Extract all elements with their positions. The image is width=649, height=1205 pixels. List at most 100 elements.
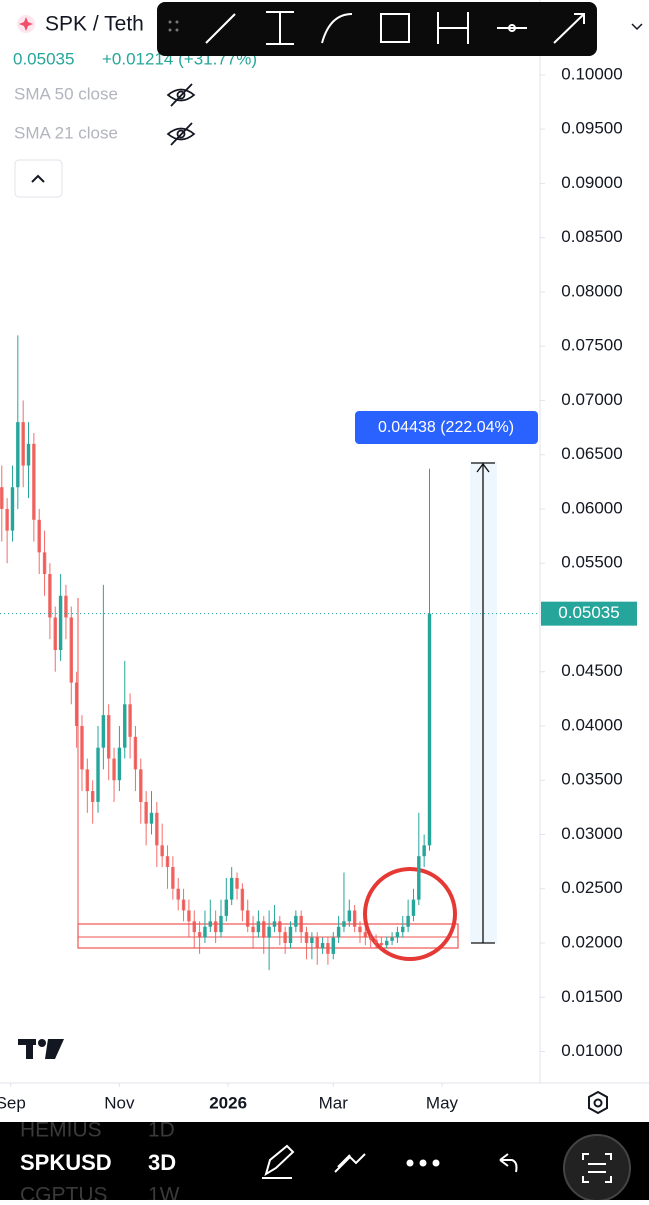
candle-body (219, 915, 223, 933)
y-tick-label: 0.03500 (561, 770, 622, 789)
collapse-button[interactable] (14, 159, 63, 198)
logo (18, 1039, 64, 1059)
candle-body (299, 915, 303, 933)
candle-body (176, 888, 180, 900)
candle-body (133, 736, 138, 770)
symbol-title: SPK / Teth (45, 13, 144, 36)
candle-body (411, 899, 416, 916)
candle-body (26, 443, 31, 466)
candle-body (320, 943, 325, 949)
drawing-toolbar (157, 2, 597, 56)
candle-body (187, 910, 191, 922)
candle-body (256, 921, 261, 933)
candle-body (53, 617, 57, 651)
candle-body (294, 915, 298, 927)
y-tick-label: 0.04000 (561, 715, 622, 734)
candle-body (262, 921, 266, 938)
candle-body (342, 921, 346, 927)
y-tick-label: 0.01000 (561, 1041, 622, 1060)
candle-body (0, 487, 4, 509)
plot-area (0, 335, 540, 971)
candle-body (5, 508, 9, 531)
candle-body (385, 940, 389, 946)
candle-body (352, 910, 357, 927)
candle-body (171, 867, 175, 889)
measure-arrow (476, 462, 490, 473)
candle-body (224, 899, 229, 916)
candle-body (213, 921, 218, 933)
last-price: 0.05035 (13, 49, 74, 68)
candle-body (149, 812, 154, 824)
candle-body (336, 926, 341, 938)
candle-body (363, 932, 368, 938)
candle-body (240, 888, 245, 911)
symbol-button[interactable]: SPKUSD (20, 1150, 112, 1175)
candle-body (32, 443, 36, 520)
watchlist-symbol[interactable]: CGPTUS (20, 1184, 108, 1205)
x-tick-label: Sep (0, 1093, 26, 1112)
hidden-icon[interactable] (166, 83, 196, 146)
candle-body (117, 747, 122, 781)
x-tick-label: Mar (319, 1093, 349, 1112)
collapse-icon (31, 174, 45, 183)
candle-body (96, 747, 100, 802)
candle-body (390, 937, 394, 941)
y-tick-label: 0.02000 (561, 932, 622, 951)
candle-body (16, 422, 20, 488)
candle-body (417, 856, 421, 900)
candle-body (155, 812, 159, 846)
candle-body (80, 725, 84, 770)
candle-body (401, 926, 405, 933)
bottom-bar (0, 1122, 649, 1200)
watchlist-interval[interactable]: 1D (148, 1119, 175, 1142)
candle-body (21, 422, 25, 466)
candle-body (310, 937, 314, 944)
symbol-icon (19, 17, 33, 31)
candle-body (395, 932, 400, 938)
y-tick-label: 0.06000 (561, 498, 622, 517)
interval-button[interactable]: 3D (148, 1150, 176, 1175)
drawing-rect (77, 923, 459, 949)
candle-body (272, 921, 277, 927)
watchlist-symbol[interactable]: HEMIUS (20, 1119, 102, 1142)
candle-body (181, 899, 186, 911)
toolbar-icons[interactable] (168, 11, 585, 45)
watchlist-interval[interactable]: 1W (148, 1184, 180, 1205)
y-tick-label: 0.06500 (561, 444, 622, 463)
settings-icon[interactable] (588, 1090, 608, 1115)
candle-body (251, 926, 255, 933)
y-tick-label: 0.07500 (561, 336, 622, 355)
y-tick-label: 0.02500 (561, 878, 622, 897)
candle-body (128, 704, 132, 737)
candle-body (48, 574, 52, 618)
dropdown-icon[interactable] (631, 23, 643, 31)
candle-body (315, 937, 319, 949)
candle-body (374, 939, 378, 944)
indicator[interactable]: SMA 21 close (14, 123, 118, 142)
candle-body (331, 937, 335, 954)
y-tick-label: 0.08000 (561, 281, 622, 300)
candle-body (203, 926, 207, 938)
y-tick-label: 0.10000 (561, 64, 622, 83)
candle-body (358, 926, 362, 933)
x-tick-label: Nov (104, 1093, 135, 1112)
candle-body (288, 926, 293, 944)
candle-body (165, 856, 170, 868)
bottom-icons[interactable] (262, 1134, 631, 1202)
y-tick-label: 0.09000 (561, 173, 622, 192)
indicator[interactable]: SMA 50 close (14, 84, 118, 103)
measure-label: 0.04438 (222.04%) (378, 419, 514, 436)
y-tick-label: 0.08500 (561, 227, 622, 246)
candle-body (69, 617, 73, 683)
candle-body (304, 932, 309, 944)
candle-body (58, 595, 63, 651)
candle-body (85, 769, 90, 792)
y-tick-label: 0.03000 (561, 824, 622, 843)
candle-body (160, 845, 164, 857)
candle-body (90, 791, 95, 802)
candle-body (229, 877, 234, 900)
candle-body (347, 910, 352, 922)
y-tick-label: 0.01500 (561, 987, 622, 1006)
candle-body (42, 552, 47, 575)
